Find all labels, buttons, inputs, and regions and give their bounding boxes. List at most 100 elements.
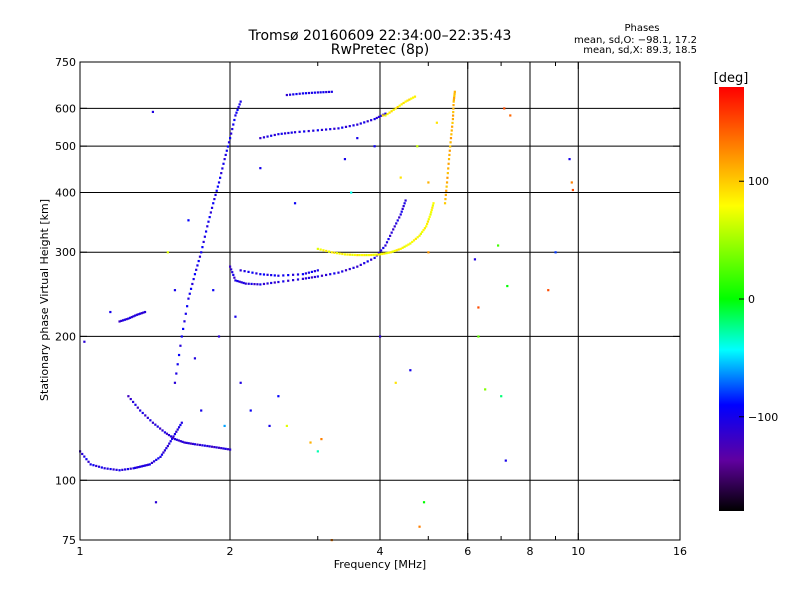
trace-point	[139, 409, 142, 412]
trace-point	[400, 210, 403, 213]
trace-point	[227, 141, 231, 144]
trace-point	[270, 281, 273, 285]
scatter-point	[500, 395, 503, 398]
trace-point	[143, 310, 147, 314]
trace-point	[366, 260, 369, 263]
trace-point	[348, 267, 351, 271]
trace-point	[453, 90, 456, 93]
trace-point	[344, 269, 348, 272]
trace-point	[156, 425, 159, 428]
trace-point	[154, 423, 157, 426]
trace-point	[452, 110, 455, 114]
trace-point	[449, 141, 452, 144]
trace-point	[373, 117, 376, 121]
trace-point	[169, 435, 173, 438]
x-axis-label: Frequency [MHz]	[334, 558, 426, 571]
colorbar-ticks: 100 0 −100	[739, 175, 778, 424]
trace-point	[224, 153, 227, 157]
trace-point	[232, 273, 235, 277]
trace-point	[396, 219, 399, 222]
trace-point	[410, 97, 413, 100]
trace-point	[266, 282, 269, 285]
trace-point	[341, 126, 344, 129]
trace-point	[163, 449, 167, 452]
trace-point	[346, 253, 349, 256]
trace-point	[224, 447, 227, 450]
scatter-point	[427, 251, 430, 254]
trace-point	[385, 252, 388, 255]
trace-point	[307, 129, 310, 133]
trace-point	[191, 442, 194, 446]
trace-point	[421, 230, 424, 234]
trace-point	[277, 274, 280, 277]
trace-point	[307, 91, 310, 95]
trace-point	[411, 240, 414, 244]
trace-point	[97, 465, 101, 468]
trace-point	[389, 234, 392, 237]
trace-point	[292, 279, 295, 282]
trace-point	[427, 218, 430, 221]
trace-point	[202, 240, 205, 244]
trace-point	[390, 231, 393, 234]
trace-point	[324, 273, 328, 277]
trace-point	[396, 105, 399, 109]
trace-point	[320, 128, 324, 132]
trace-point	[356, 254, 359, 257]
trace-point	[229, 265, 232, 268]
trace-point	[139, 312, 142, 315]
trace-point	[118, 320, 121, 323]
scatter-point	[320, 437, 323, 441]
trace-point	[222, 162, 225, 165]
scatter-point	[212, 289, 215, 292]
trace-point	[255, 272, 258, 275]
trace-point	[226, 145, 230, 148]
trace-point	[449, 145, 452, 148]
trace-point	[247, 270, 250, 274]
trace-point	[172, 435, 175, 438]
trace-point	[159, 455, 162, 458]
trace-point	[337, 127, 340, 130]
scatter-point	[173, 289, 177, 292]
trace-point	[230, 268, 233, 271]
trace-point	[298, 130, 301, 133]
trace-point	[151, 421, 155, 424]
trace-point	[316, 91, 319, 94]
trace-point	[173, 432, 177, 436]
trace-point	[239, 269, 242, 272]
trace-point	[319, 91, 322, 94]
trace-point	[155, 458, 158, 461]
trace-point	[448, 153, 451, 157]
trace-point	[177, 426, 181, 429]
scatter-point	[503, 107, 506, 110]
trace-point	[313, 270, 316, 273]
scatter-point	[506, 284, 509, 288]
trace-point	[384, 112, 387, 115]
scatter-point	[343, 158, 347, 161]
trace-point	[175, 430, 178, 433]
trace-point	[304, 277, 308, 280]
y-axis-label: Stationary phase Virtual Height [km]	[38, 199, 51, 401]
trace-point	[290, 131, 293, 134]
trace-point	[179, 344, 182, 347]
trace-point	[273, 133, 276, 137]
trace-point	[203, 444, 206, 447]
trace-point	[379, 253, 382, 256]
trace-point	[243, 270, 246, 273]
scatter-point	[473, 258, 477, 261]
trace-point	[288, 93, 292, 96]
trace-point	[277, 280, 280, 284]
y-tick-label: 750	[55, 56, 76, 69]
chart-title: Tromsø 20160609 22:34:00–22:35:43	[248, 28, 512, 44]
trace-point	[81, 452, 84, 456]
trace-point	[123, 318, 126, 321]
trace-point	[359, 122, 362, 125]
scatter-point	[293, 202, 297, 205]
scatter-point	[200, 409, 203, 412]
trace-point	[408, 98, 411, 101]
trace-point	[165, 447, 168, 450]
trace-point	[358, 254, 361, 257]
trace-point	[262, 136, 266, 139]
trace-point	[453, 92, 456, 95]
trace-point	[173, 381, 177, 384]
trace-point	[413, 95, 417, 98]
